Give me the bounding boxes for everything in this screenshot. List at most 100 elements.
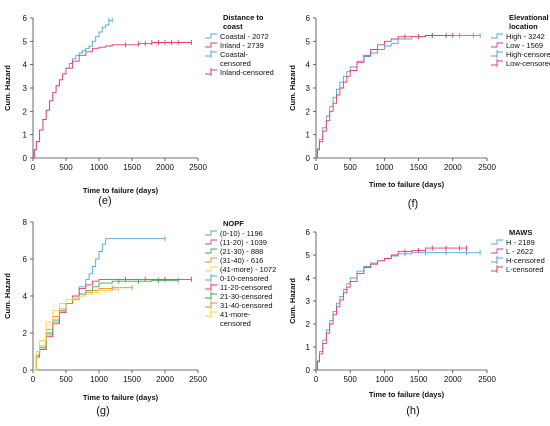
- legend-item-label: (0-10) - 1196: [220, 229, 263, 238]
- legend-item-label: censored: [220, 59, 251, 68]
- legend-title: location: [509, 22, 538, 31]
- series-line-0: [33, 19, 113, 159]
- x-tick-label: 1500: [123, 375, 141, 384]
- chart-panel-h: 0 1 2 3 4 5 6 0 500 1000 1500 2000 2500 Cum. Hazard Ti…: [288, 228, 545, 417]
- y-tick-label: 4: [306, 274, 311, 283]
- series-line-0: [316, 35, 481, 159]
- legend-item-label: (31-40) - 616: [220, 256, 263, 265]
- x-tick-label: 0: [314, 375, 319, 384]
- y-tick-label: 1: [23, 131, 28, 140]
- x-tick-label: 1000: [90, 375, 108, 384]
- series-line-0: [33, 238, 165, 371]
- x-tick-label: 0: [314, 163, 319, 172]
- y-tick-label: 0: [306, 154, 311, 163]
- y-tick-label: 6: [306, 14, 311, 23]
- legend-swatch: [491, 33, 503, 39]
- y-axis-label: Cum. Hazard: [3, 65, 12, 111]
- y-tick-label: 0: [23, 154, 28, 163]
- figure-caption: (e): [98, 195, 111, 207]
- x-tick-label: 500: [344, 375, 358, 384]
- legend-title: Elevational: [509, 13, 549, 22]
- series-line-1: [316, 35, 453, 159]
- legend-swatch: [491, 248, 503, 254]
- x-axis-label: Time to failure (days): [83, 393, 159, 402]
- x-tick-label: 0: [31, 163, 36, 172]
- chart-panel-g: 0 2 4 6 8 0 500 1000 1500 2000 2500 Cum. Hazard Time…: [3, 218, 276, 417]
- series-line-3: [33, 287, 132, 371]
- legend-swatch: [205, 248, 217, 254]
- legend-swatch: [205, 257, 217, 263]
- x-tick-label: 2000: [444, 163, 462, 172]
- y-tick-label: 3: [23, 84, 28, 93]
- y-tick-label: 2: [306, 320, 311, 329]
- legend-item-label: censored: [220, 319, 251, 328]
- y-axis-label: Cum. Hazard: [3, 273, 12, 319]
- series-line-1: [33, 42, 192, 159]
- legend-item-label: 11-20-censored: [220, 283, 272, 292]
- y-tick-label: 6: [23, 14, 28, 23]
- y-tick-label: 1: [306, 131, 311, 140]
- x-tick-label: 2000: [444, 375, 462, 384]
- legend-swatch: [205, 266, 217, 272]
- legend-swatch: [491, 42, 503, 48]
- y-tick-label: 2: [23, 329, 28, 338]
- x-tick-label: 500: [344, 163, 358, 172]
- x-tick-label: 1000: [376, 375, 394, 384]
- legend-item-label: High - 3242: [506, 32, 545, 41]
- series-line-4: [33, 289, 119, 371]
- x-tick-label: 1500: [123, 163, 141, 172]
- x-tick-label: 2500: [189, 163, 207, 172]
- legend-title: coast: [223, 22, 243, 31]
- y-tick-label: 8: [23, 218, 28, 227]
- y-tick-label: 6: [23, 255, 28, 264]
- series-line-2: [33, 279, 179, 371]
- legend-item-label: 0-10-censored: [220, 274, 268, 283]
- y-tick-label: 5: [306, 37, 311, 46]
- legend-item-label: Coastal-: [220, 50, 248, 59]
- x-tick-label: 2500: [478, 375, 496, 384]
- x-tick-label: 2000: [156, 163, 174, 172]
- legend-item-label: Coastal - 2072: [220, 32, 269, 41]
- legend-item-label: H - 2189: [506, 238, 535, 247]
- chart-panel-e: 0 1 2 3 4 5 6 0 500 1000 1500 2000 2500 Cum. Hazard Ti…: [3, 13, 274, 207]
- legend-item-label: (41-more) - 1072: [220, 265, 276, 274]
- legend-item-label: 31-40-censored: [220, 301, 273, 310]
- y-axis-label: Cum. Hazard: [288, 65, 297, 111]
- legend-item-label: Inland - 2739: [220, 41, 264, 50]
- y-tick-label: 6: [306, 228, 311, 237]
- series-line-1: [33, 278, 192, 371]
- figure-caption: (g): [96, 405, 109, 417]
- figure-caption: (f): [408, 198, 418, 210]
- x-tick-label: 2000: [156, 375, 174, 384]
- y-tick-label: 5: [306, 251, 311, 260]
- legend-item-label: High-censored: [506, 50, 550, 59]
- y-tick-label: 5: [23, 37, 28, 46]
- legend-item-label: L-censored: [506, 265, 544, 274]
- x-axis-label: Time to failure (days): [369, 180, 445, 189]
- y-tick-label: 3: [306, 297, 311, 306]
- y-tick-label: 2: [23, 107, 28, 116]
- legend-item-label: 21-30-censored: [220, 292, 273, 301]
- series-line-0: [316, 252, 481, 371]
- legend-swatch: [205, 230, 217, 236]
- legend-item-label: L - 2622: [506, 247, 533, 256]
- x-tick-label: 500: [59, 163, 73, 172]
- x-tick-label: 2500: [189, 375, 207, 384]
- x-tick-label: 1000: [90, 163, 108, 172]
- y-tick-label: 4: [23, 292, 28, 301]
- legend-title: NOPF: [223, 219, 244, 228]
- legend-item-label: Low-censored: [506, 59, 550, 68]
- y-tick-label: 1: [306, 343, 311, 352]
- y-axis-label: Cum. Hazard: [288, 278, 297, 324]
- x-tick-label: 2500: [478, 163, 496, 172]
- series-line-1: [316, 247, 467, 371]
- x-tick-label: 1000: [376, 163, 394, 172]
- legend-title: Distance to: [223, 13, 264, 22]
- x-tick-label: 1500: [410, 375, 428, 384]
- x-tick-label: 0: [31, 375, 36, 384]
- legend-swatch: [491, 239, 503, 245]
- x-axis-label: Time to failure (days): [369, 390, 445, 399]
